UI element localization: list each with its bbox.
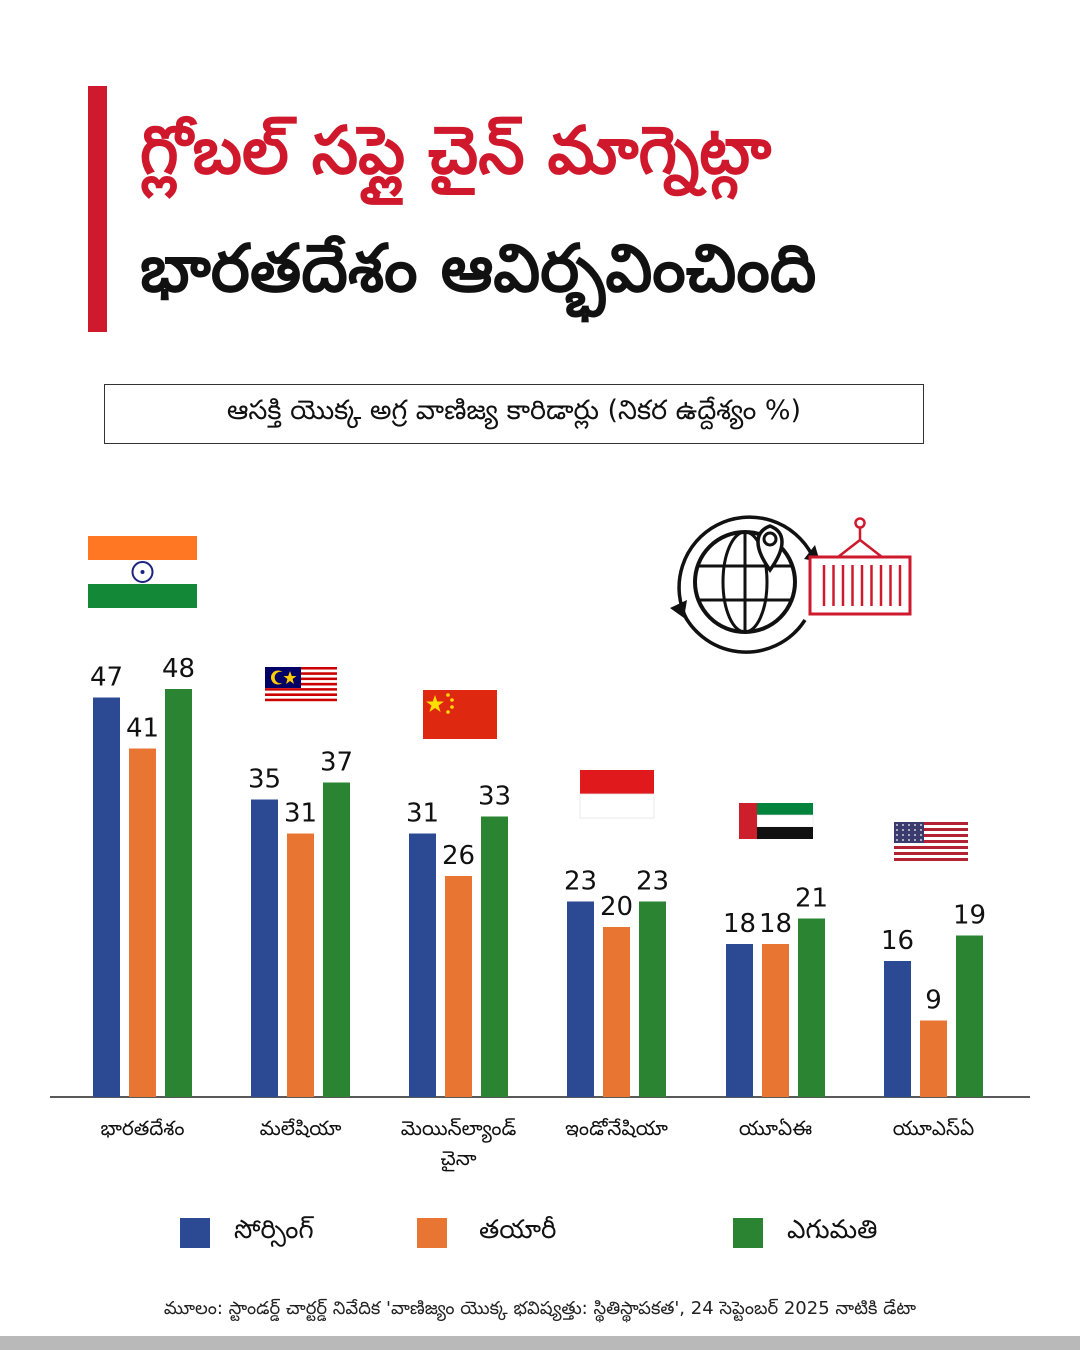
uae-flag-icon (739, 803, 814, 839)
category-label-4: యూఏఈ (739, 1116, 812, 1140)
chart-legend: సోర్సింగ్ తయారీ ఎగుమతి (0, 1215, 1080, 1255)
category-label-0: భారతదేశం (100, 1116, 184, 1140)
bar-1-5 (920, 1020, 947, 1097)
data-label-1-2: 26 (442, 841, 475, 871)
page-title: గ్లోబల్ సప్లై చైన్ మాగ్నెట్గా భారతదేశం ఆ… (140, 92, 1040, 328)
legend-item-export: ఎగుమతి (733, 1215, 877, 1251)
china-flag-icon (423, 690, 497, 739)
data-label-2-0: 48 (162, 654, 195, 684)
bar-1-2 (445, 876, 472, 1097)
data-label-1-3: 20 (600, 892, 633, 922)
data-label-0-5: 16 (881, 926, 914, 956)
bar-0-5 (884, 961, 911, 1097)
legend-label-sourcing: సోర్సింగ్ (234, 1215, 314, 1245)
legend-item-sourcing: సోర్సింగ్ (180, 1215, 314, 1251)
bar-2-1 (323, 782, 350, 1097)
legend-swatch-manufacturing (417, 1218, 447, 1248)
globe-container-icon (670, 515, 912, 654)
bar-1-3 (603, 927, 630, 1097)
data-label-0-2: 31 (406, 799, 439, 829)
bar-0-4 (726, 944, 753, 1097)
data-label-2-1: 37 (320, 748, 353, 778)
category-label-1: మలేషియా (260, 1116, 342, 1140)
data-label-2-3: 23 (636, 867, 669, 897)
data-label-1-1: 31 (284, 799, 317, 829)
bar-0-3 (567, 901, 594, 1097)
legend-label-export: ఎగుమతి (787, 1215, 878, 1245)
bottom-strip (0, 1336, 1080, 1350)
bar-2-2 (481, 816, 508, 1097)
data-label-1-4: 18 (759, 909, 792, 939)
bar-chart: 47353123181641312620189483733232119భారతద… (50, 515, 1030, 1172)
data-label-0-1: 35 (248, 765, 281, 795)
data-label-1-0: 41 (126, 714, 159, 744)
chart-subtitle-box: ఆసక్తి యొక్క అగ్ర వాణిజ్య కారిడార్లు (ని… (104, 384, 924, 444)
title-line-1: గ్లోబల్ సప్లై చైన్ మాగ్నెట్గా (140, 92, 1040, 210)
malaysia-flag-icon (265, 667, 337, 704)
category-label-5: యూఎస్ఏ (893, 1116, 975, 1140)
usa-flag-icon (894, 822, 968, 861)
chart-subtitle: ఆసక్తి యొక్క అగ్ర వాణిజ్య కారిడార్లు (ని… (226, 395, 802, 426)
title-line-2: భారతదేశం ఆవిర్భవించింది (140, 230, 817, 307)
india-flag-icon (88, 536, 197, 608)
bar-1-4 (762, 944, 789, 1097)
legend-item-manufacturing: తయారీ (417, 1215, 556, 1251)
bar-0-2 (409, 833, 436, 1097)
legend-label-manufacturing: తయారీ (479, 1215, 557, 1245)
data-label-0-0: 47 (90, 663, 123, 693)
category-label-2-0: మెయిన్‌ల్యాండ్ (401, 1116, 517, 1143)
bar-2-0 (165, 689, 192, 1097)
bar-0-0 (93, 697, 120, 1097)
bar-1-1 (287, 833, 314, 1097)
data-label-2-4: 21 (795, 884, 828, 914)
data-label-0-4: 18 (723, 909, 756, 939)
data-label-1-5: 9 (925, 986, 942, 1016)
legend-swatch-export (733, 1218, 763, 1248)
legend-swatch-sourcing (180, 1218, 210, 1248)
indonesia-flag-icon (579, 770, 655, 819)
bar-2-4 (798, 918, 825, 1097)
bar-0-1 (251, 799, 278, 1097)
bar-1-0 (129, 748, 156, 1097)
bar-2-3 (639, 901, 666, 1097)
data-label-2-5: 19 (953, 901, 986, 931)
title-line-1-red: గ్లోబల్ సప్లై చైన్ మాగ్నెట్ (140, 112, 772, 189)
source-note: మూలం: స్టాండర్డ్ చార్టర్డ్ నివేదిక 'వాణి… (163, 1298, 917, 1319)
bar-2-5 (956, 935, 983, 1097)
category-label-3: ఇండోనేషియా (565, 1116, 668, 1140)
category-label-2-1: చైనా (441, 1146, 477, 1172)
title-accent-bar (88, 86, 107, 332)
data-label-0-3: 23 (564, 867, 597, 897)
data-label-2-2: 33 (478, 782, 511, 812)
